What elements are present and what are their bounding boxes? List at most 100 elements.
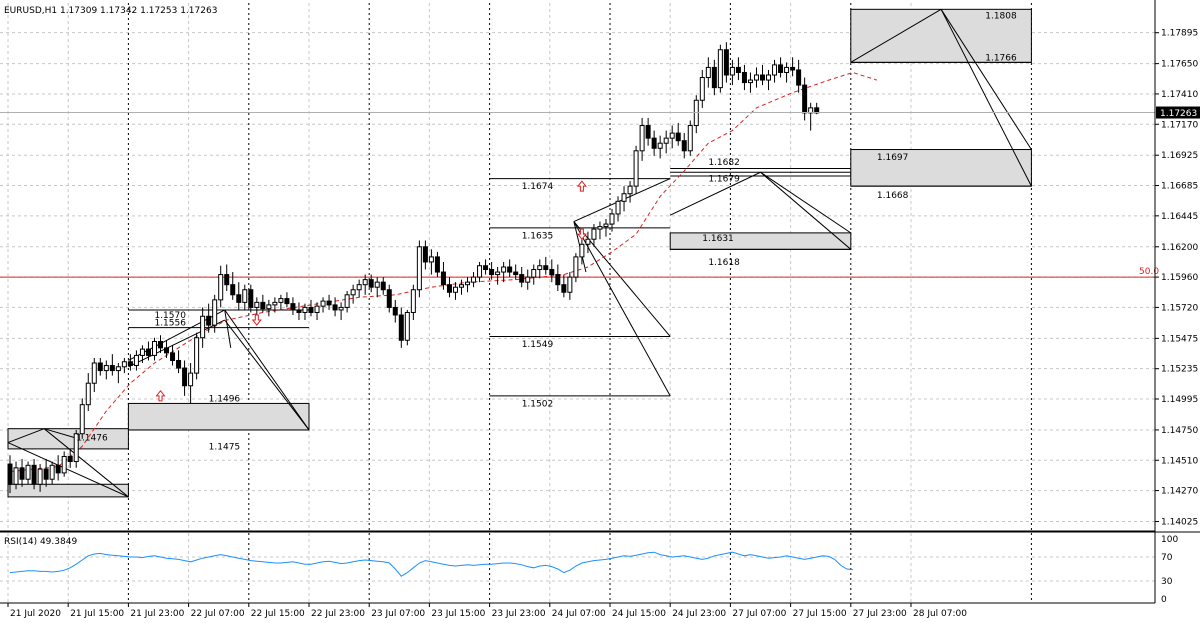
- candle-body-bear: [645, 125, 651, 139]
- candle-body-bear: [398, 314, 404, 341]
- rsi-tick-label: 100: [1161, 535, 1178, 545]
- level-label: 1.1668: [877, 191, 909, 201]
- candle-body-bull: [747, 79, 753, 84]
- y-tick-label: 1.15235: [1161, 365, 1198, 375]
- x-tick-label: 24 Jul 07:00: [552, 609, 606, 619]
- candle-body-bear: [561, 284, 567, 293]
- candle-body-bull: [85, 382, 91, 406]
- candle: [772, 59, 778, 83]
- y-tick-label: 1.15960: [1161, 273, 1198, 283]
- y-tick-label: 1.14750: [1161, 426, 1198, 436]
- y-tick-label: 1.16445: [1161, 212, 1198, 222]
- x-tick-label: 27 Jul 15:00: [793, 609, 847, 619]
- candle: [151, 337, 157, 361]
- rsi-header: RSI(14) 49.3849: [4, 537, 77, 547]
- candle: [519, 267, 525, 288]
- candle: [31, 459, 37, 490]
- level-label: 1.1475: [209, 442, 241, 452]
- candle: [711, 59, 717, 96]
- candle-body-bear: [711, 66, 717, 89]
- candle-body-bull: [615, 200, 621, 215]
- candle: [121, 357, 127, 374]
- candle: [615, 196, 621, 222]
- candle-body-bear: [109, 365, 115, 372]
- candle-body-bull: [320, 300, 326, 307]
- candle: [591, 224, 597, 247]
- rsi-line: [9, 551, 853, 577]
- level-label: 1.1674: [522, 182, 554, 192]
- y-tick-label: 1.16685: [1161, 182, 1198, 192]
- candle-body-bear: [796, 69, 802, 86]
- candle-body-bull: [669, 132, 675, 139]
- candle: [85, 373, 91, 411]
- candle: [573, 253, 579, 283]
- candle: [567, 272, 573, 300]
- candle-body-bull: [350, 289, 356, 296]
- candle-body-bull: [37, 468, 43, 485]
- zone-label: 1.1476: [76, 434, 108, 444]
- candle-body-bull: [266, 304, 272, 310]
- candle-body-bull: [362, 279, 368, 286]
- level-lines: [128, 61, 1032, 431]
- candle-body-bear: [802, 84, 808, 114]
- candle-body-bull: [133, 354, 139, 367]
- candle-body-bull: [410, 289, 416, 313]
- candle-body-bear: [735, 66, 741, 73]
- candle: [188, 363, 194, 404]
- level-label: 1.1556: [154, 319, 186, 329]
- candle-body-bear: [296, 309, 302, 313]
- y-tick-label: 1.14270: [1161, 487, 1198, 497]
- y-tick-label: 1.17170: [1161, 120, 1198, 130]
- candle: [19, 459, 25, 487]
- candle-body-bull: [663, 137, 669, 144]
- candle-body-bear: [723, 49, 729, 76]
- candle-body-bear: [67, 455, 73, 463]
- candle: [465, 277, 471, 293]
- candle-body-bull: [103, 365, 109, 372]
- candle-body-bull: [278, 298, 284, 303]
- price-zone: [7, 428, 129, 450]
- candle: [495, 267, 501, 285]
- candle: [784, 62, 790, 83]
- candle: [260, 294, 266, 313]
- candle: [290, 297, 296, 315]
- rsi-tick-label: 70: [1161, 553, 1173, 563]
- candle: [25, 461, 31, 485]
- candle: [531, 264, 537, 285]
- candle-body-bull: [115, 366, 121, 372]
- candle: [362, 274, 368, 295]
- candle: [350, 284, 356, 304]
- zone-label: 1.1631: [702, 234, 734, 244]
- level-label: 1.1502: [522, 399, 554, 409]
- candle-body-bull: [151, 341, 157, 356]
- candle: [248, 284, 254, 313]
- candle: [115, 363, 121, 384]
- candle-body-bear: [681, 140, 687, 152]
- candle: [663, 130, 669, 154]
- x-tick-label: 22 Jul 23:00: [311, 609, 365, 619]
- candle-body-bull: [784, 66, 790, 73]
- x-tick-label: 23 Jul 23:00: [492, 609, 546, 619]
- candle: [314, 302, 320, 321]
- trend-line: [43, 428, 75, 439]
- x-tick-label: 27 Jul 23:00: [853, 609, 907, 619]
- candle-body-bear: [368, 279, 374, 288]
- candle: [320, 297, 326, 313]
- level-50-label: 50.0: [1139, 267, 1159, 277]
- candle: [79, 398, 85, 439]
- candle-body-bull: [639, 125, 645, 152]
- x-tick-label: 24 Jul 23:00: [672, 609, 726, 619]
- candle-body-bear: [290, 303, 296, 311]
- candle-body-bear: [127, 361, 133, 367]
- candle: [735, 57, 741, 81]
- candle: [158, 335, 163, 353]
- candle: [236, 282, 242, 310]
- candle-body-bull: [705, 66, 711, 79]
- candle: [356, 279, 362, 298]
- candle-body-bear: [260, 301, 266, 310]
- candle-body-bull: [404, 311, 410, 341]
- candle-body-bear: [145, 348, 151, 356]
- candle-body-bull: [531, 269, 537, 278]
